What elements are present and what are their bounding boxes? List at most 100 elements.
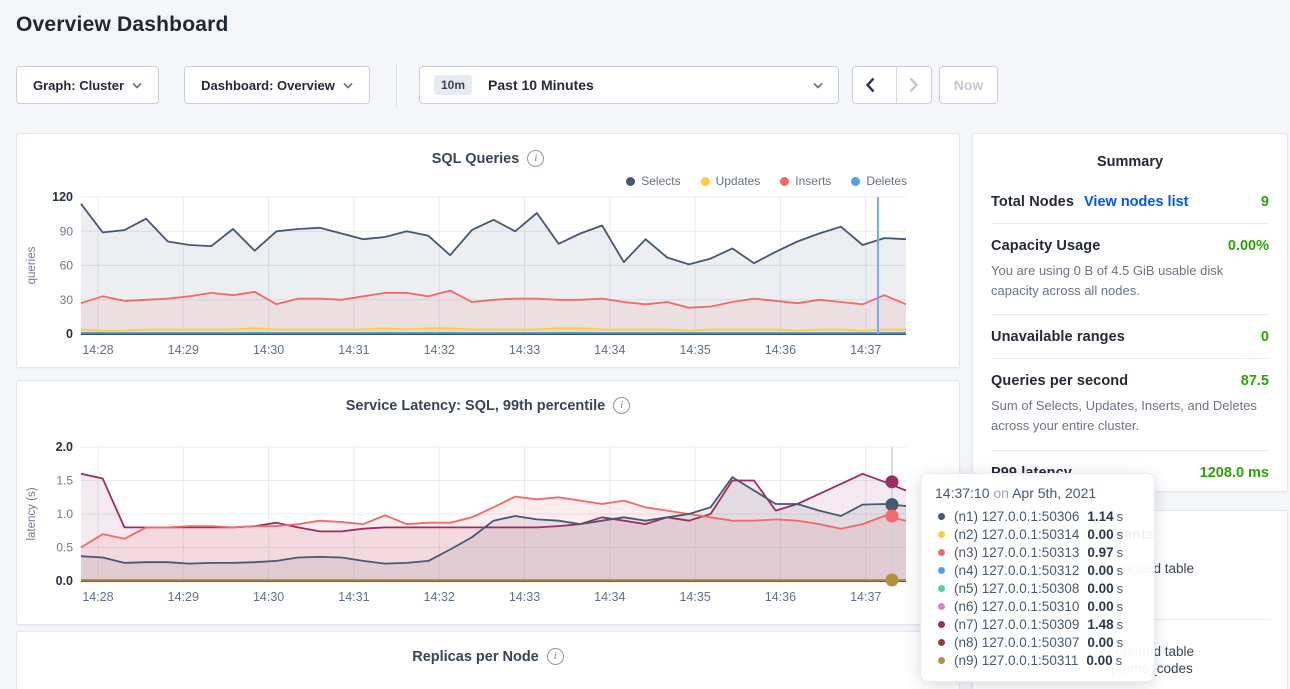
svg-text:14:31: 14:31 bbox=[338, 343, 369, 357]
node-latency-unit: s bbox=[1117, 635, 1124, 650]
summary-header: Summary bbox=[991, 154, 1269, 170]
node-latency-unit: s bbox=[1117, 599, 1124, 614]
node-latency-value: 0.00 bbox=[1087, 527, 1113, 542]
svg-text:queries: queries bbox=[26, 246, 38, 284]
svg-text:30: 30 bbox=[60, 293, 74, 307]
replicas-per-node-title: Replicas per Node bbox=[412, 649, 539, 665]
toolbar-divider bbox=[396, 64, 397, 108]
capacity-usage-label: Capacity Usage bbox=[991, 238, 1100, 254]
chevron-down-icon bbox=[813, 82, 823, 89]
capacity-usage-row: Capacity Usage 0.00% You are using 0 B o… bbox=[991, 224, 1269, 315]
chevron-down-icon bbox=[132, 82, 142, 89]
time-step-buttons bbox=[852, 66, 932, 104]
legend-dot bbox=[626, 177, 635, 186]
svg-text:0.5: 0.5 bbox=[56, 541, 73, 555]
node-address: (n5) 127.0.0.1:50308 bbox=[954, 581, 1079, 596]
toolbar: Graph: Cluster Dashboard: Overview 10m P… bbox=[0, 66, 1290, 106]
node-color-dot bbox=[938, 513, 945, 520]
node-address: (n1) 127.0.0.1:50306 bbox=[954, 509, 1079, 524]
svg-text:14:36: 14:36 bbox=[765, 343, 796, 357]
node-address: (n6) 127.0.0.1:50310 bbox=[954, 599, 1079, 614]
node-latency-value: 0.00 bbox=[1087, 635, 1113, 650]
node-address: (n4) 127.0.0.1:50312 bbox=[954, 563, 1079, 578]
svg-text:60: 60 bbox=[60, 259, 74, 273]
chart-hover-tooltip: 14:37:10 on Apr 5th, 2021 (n1) 127.0.0.1… bbox=[920, 473, 1155, 682]
tooltip-node-row: (n5) 127.0.0.1:50308 0.00 s bbox=[935, 579, 1140, 597]
node-latency-value: 0.97 bbox=[1087, 545, 1113, 560]
svg-text:14:33: 14:33 bbox=[509, 343, 540, 357]
queries-per-second-description: Sum of Selects, Updates, Inserts, and De… bbox=[991, 396, 1269, 436]
service-latency-card: Service Latency: SQL, 99th percentile i … bbox=[16, 380, 960, 625]
view-nodes-list-link[interactable]: View nodes list bbox=[1084, 194, 1189, 210]
svg-text:1.5: 1.5 bbox=[56, 474, 73, 488]
overview-dashboard-page: Overview Dashboard Graph: Cluster Dashbo… bbox=[0, 0, 1290, 689]
tooltip-node-row: (n3) 127.0.0.1:503130.97s bbox=[935, 543, 1140, 561]
node-color-dot bbox=[938, 585, 945, 592]
p99-latency-value: 1208.0 ms bbox=[1200, 465, 1269, 481]
info-icon[interactable]: i bbox=[547, 648, 564, 665]
time-next-button[interactable] bbox=[896, 67, 931, 103]
svg-text:0.0: 0.0 bbox=[56, 574, 73, 588]
node-latency-value: 1.48 bbox=[1087, 617, 1113, 632]
total-nodes-row: Total Nodes View nodes list 9 bbox=[991, 180, 1269, 224]
svg-text:14:33: 14:33 bbox=[509, 590, 540, 604]
svg-text:14:32: 14:32 bbox=[424, 590, 455, 604]
tooltip-node-row: (n9) 127.0.0.1:503110.00s bbox=[935, 651, 1140, 669]
node-color-dot bbox=[938, 657, 945, 664]
svg-text:14:29: 14:29 bbox=[168, 343, 199, 357]
node-color-dot bbox=[938, 603, 945, 610]
svg-text:14:28: 14:28 bbox=[82, 590, 113, 604]
unavailable-ranges-value: 0 bbox=[1261, 329, 1269, 345]
node-latency-unit: s bbox=[1117, 617, 1124, 632]
svg-text:14:36: 14:36 bbox=[765, 590, 796, 604]
node-latency-unit: s bbox=[1116, 653, 1123, 668]
tooltip-node-row: (n1) 127.0.0.1:503061.14s bbox=[935, 507, 1140, 525]
time-range-dropdown[interactable]: 10m Past 10 Minutes bbox=[419, 66, 839, 104]
charts-column: SQL Queries i SelectsUpdatesInsertsDelet… bbox=[16, 133, 960, 689]
node-latency-unit: s bbox=[1117, 581, 1124, 596]
chevron-right-icon bbox=[908, 77, 919, 93]
queries-per-second-value: 87.5 bbox=[1241, 373, 1269, 389]
node-latency-value: 0.00 bbox=[1087, 599, 1113, 614]
legend-dot bbox=[780, 177, 789, 186]
sql-queries-chart[interactable]: 030609012014:2814:2914:3014:3114:3214:33… bbox=[17, 186, 961, 373]
capacity-usage-value: 0.00% bbox=[1228, 238, 1269, 254]
time-range-badge: 10m bbox=[434, 75, 472, 95]
node-latency-value: 0.00 bbox=[1087, 563, 1113, 578]
node-address: (n2) 127.0.0.1:50314 bbox=[954, 527, 1079, 542]
service-latency-chart[interactable]: 0.00.51.01.52.014:2814:2914:3014:3114:32… bbox=[17, 437, 961, 620]
now-button[interactable]: Now bbox=[939, 66, 998, 104]
node-color-dot bbox=[938, 549, 945, 556]
node-address: (n7) 127.0.0.1:50309 bbox=[954, 617, 1079, 632]
chevron-down-icon bbox=[343, 82, 353, 89]
svg-text:14:35: 14:35 bbox=[679, 590, 710, 604]
chevron-left-icon bbox=[865, 77, 876, 93]
svg-text:120: 120 bbox=[52, 190, 73, 204]
tooltip-node-row: (n8) 127.0.0.1:50307 0.00 s bbox=[935, 633, 1140, 651]
node-latency-unit: s bbox=[1117, 545, 1124, 560]
dashboard-dropdown-label: Dashboard: Overview bbox=[201, 78, 335, 93]
svg-text:90: 90 bbox=[60, 224, 74, 238]
svg-text:14:35: 14:35 bbox=[679, 343, 710, 357]
svg-text:14:32: 14:32 bbox=[424, 343, 455, 357]
time-prev-button[interactable] bbox=[853, 67, 888, 103]
service-latency-title: Service Latency: SQL, 99th percentile bbox=[346, 398, 606, 414]
tooltip-node-row: (n6) 127.0.0.1:50310 0.00 s bbox=[935, 597, 1140, 615]
capacity-usage-description: You are using 0 B of 4.5 GiB usable disk… bbox=[991, 261, 1269, 301]
node-latency-value: 0.00 bbox=[1087, 581, 1113, 596]
dashboard-dropdown[interactable]: Dashboard: Overview bbox=[184, 66, 370, 104]
node-latency-unit: s bbox=[1117, 527, 1124, 542]
node-address: (n8) 127.0.0.1:50307 bbox=[954, 635, 1079, 650]
node-color-dot bbox=[938, 531, 945, 538]
info-icon[interactable]: i bbox=[527, 150, 544, 167]
sql-queries-card: SQL Queries i SelectsUpdatesInsertsDelet… bbox=[16, 133, 960, 368]
tooltip-node-row: (n7) 127.0.0.1:50309 1.48 s bbox=[935, 615, 1140, 633]
info-icon[interactable]: i bbox=[613, 397, 630, 414]
graph-dropdown[interactable]: Graph: Cluster bbox=[16, 66, 159, 104]
svg-text:2.0: 2.0 bbox=[56, 440, 73, 454]
queries-per-second-label: Queries per second bbox=[991, 373, 1128, 389]
svg-text:latency (s): latency (s) bbox=[26, 487, 38, 540]
svg-text:14:30: 14:30 bbox=[253, 590, 284, 604]
unavailable-ranges-row: Unavailable ranges 0 bbox=[991, 315, 1269, 359]
svg-text:14:37: 14:37 bbox=[850, 343, 881, 357]
